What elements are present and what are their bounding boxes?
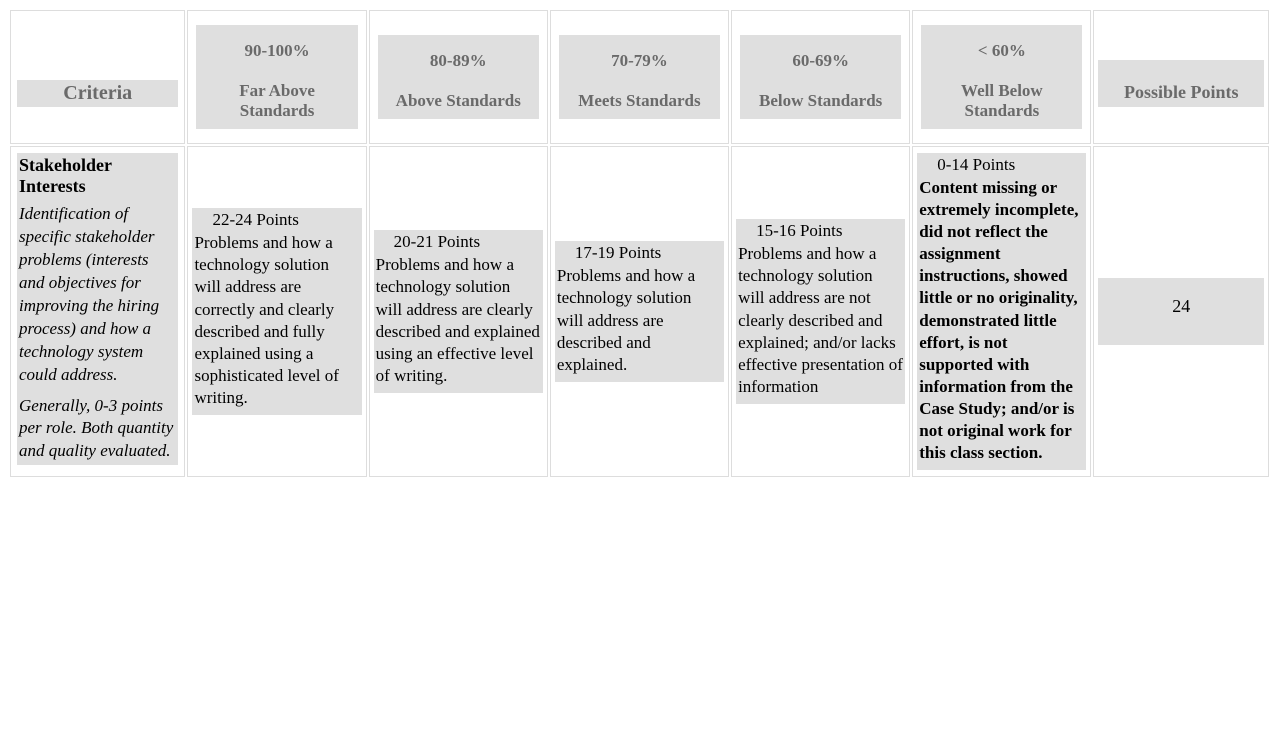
header-level-percent: 70-79%: [563, 51, 716, 71]
header-level-label: Well Below Standards: [925, 81, 1078, 121]
level-points: 0-14 Points: [919, 155, 1084, 175]
level-text: Problems and how a technology solution w…: [738, 243, 903, 398]
header-level-1: 80-89% Above Standards: [369, 10, 548, 144]
header-criteria-label: Criteria: [17, 80, 178, 107]
level-text: Problems and how a technology solution w…: [557, 265, 722, 375]
header-criteria: Criteria: [10, 10, 185, 144]
header-level-0: 90-100% Far Above Standards: [187, 10, 366, 144]
header-level-4: < 60% Well Below Standards: [912, 10, 1091, 144]
header-level-label: Far Above Standards: [200, 81, 353, 121]
header-level-label: Above Standards: [382, 91, 535, 111]
level-points: 15-16 Points: [738, 221, 903, 241]
level-cell-1: 20-21 Points Problems and how a technolo…: [369, 146, 548, 477]
criteria-note: Generally, 0-3 points per role. Both qua…: [19, 395, 176, 464]
criteria-description: Identification of specific stakeholder p…: [19, 203, 176, 387]
possible-points-value: 24: [1098, 278, 1264, 345]
criteria-cell: Stakeholder Interests Identification of …: [10, 146, 185, 477]
criteria-title: Stakeholder Interests: [19, 155, 176, 197]
header-level-percent: < 60%: [925, 41, 1078, 61]
level-points: 17-19 Points: [557, 243, 722, 263]
level-points: 20-21 Points: [376, 232, 541, 252]
header-level-percent: 80-89%: [382, 51, 535, 71]
header-level-percent: 60-69%: [744, 51, 897, 71]
level-points: 22-24 Points: [194, 210, 359, 230]
level-text: Content missing or extremely incomplete,…: [919, 177, 1084, 464]
header-level-percent: 90-100%: [200, 41, 353, 61]
level-text: Problems and how a technology solution w…: [194, 232, 359, 409]
level-text: Problems and how a technology solution w…: [376, 254, 541, 387]
header-possible-points: Possible Points: [1093, 10, 1269, 144]
header-level-label: Meets Standards: [563, 91, 716, 111]
level-cell-4: 0-14 Points Content missing or extremely…: [912, 146, 1091, 477]
rubric-table: Criteria 90-100% Far Above Standards 80-…: [8, 8, 1271, 479]
level-cell-2: 17-19 Points Problems and how a technolo…: [550, 146, 729, 477]
rubric-row: Stakeholder Interests Identification of …: [10, 146, 1269, 477]
header-level-label: Below Standards: [744, 91, 897, 111]
possible-points-cell: 24: [1093, 146, 1269, 477]
header-row: Criteria 90-100% Far Above Standards 80-…: [10, 10, 1269, 144]
level-cell-0: 22-24 Points Problems and how a technolo…: [187, 146, 366, 477]
level-cell-3: 15-16 Points Problems and how a technolo…: [731, 146, 910, 477]
header-level-3: 60-69% Below Standards: [731, 10, 910, 144]
header-level-2: 70-79% Meets Standards: [550, 10, 729, 144]
header-possible-points-label: Possible Points: [1098, 60, 1264, 107]
